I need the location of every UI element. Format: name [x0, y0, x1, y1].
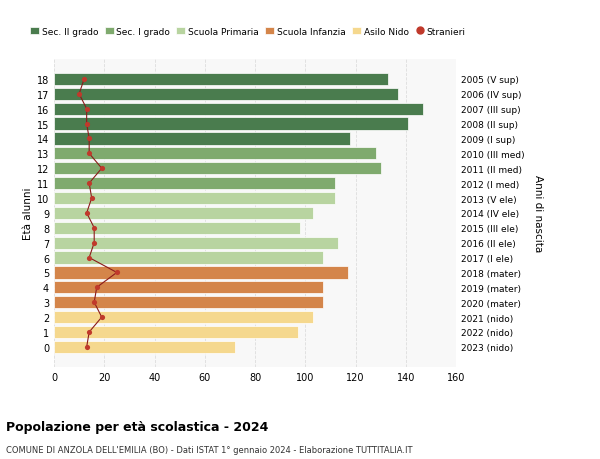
Legend: Sec. II grado, Sec. I grado, Scuola Primaria, Scuola Infanzia, Asilo Nido, Stran: Sec. II grado, Sec. I grado, Scuola Prim… [26, 24, 469, 40]
Point [85, 151, 94, 158]
Text: Popolazione per età scolastica - 2024: Popolazione per età scolastica - 2024 [6, 420, 268, 433]
Point [89, 240, 99, 247]
Point [89, 299, 99, 306]
Bar [54, 297, 323, 308]
Point [97, 165, 107, 173]
Bar [54, 237, 338, 249]
Point [82, 343, 91, 351]
Bar [54, 207, 313, 219]
Point [82, 210, 91, 217]
Bar [54, 73, 388, 86]
Point [79, 76, 89, 84]
Point [87, 195, 97, 202]
Y-axis label: Anni di nascita: Anni di nascita [533, 175, 543, 252]
Bar [54, 222, 300, 235]
Y-axis label: Età alunni: Età alunni [23, 187, 32, 240]
Point [82, 121, 91, 128]
Point [85, 329, 94, 336]
Point [85, 254, 94, 262]
Bar [54, 118, 408, 130]
Point [74, 91, 84, 98]
Text: COMUNE DI ANZOLA DELL'EMILIA (BO) - Dati ISTAT 1° gennaio 2024 - Elaborazione TU: COMUNE DI ANZOLA DELL'EMILIA (BO) - Dati… [6, 445, 413, 454]
Bar [54, 103, 424, 116]
Bar [54, 326, 298, 338]
Point [92, 284, 101, 291]
Point [85, 135, 94, 143]
Bar [54, 311, 313, 324]
Bar [54, 133, 350, 145]
Bar [54, 89, 398, 101]
Point [82, 106, 91, 113]
Bar [54, 267, 348, 279]
Bar [54, 252, 323, 264]
Bar [54, 282, 323, 294]
Point [97, 314, 107, 321]
Bar [54, 178, 335, 190]
Bar [54, 192, 335, 205]
Bar [54, 341, 235, 353]
Point [112, 269, 122, 276]
Bar [54, 148, 376, 160]
Point [85, 180, 94, 187]
Bar [54, 163, 380, 175]
Point [89, 224, 99, 232]
